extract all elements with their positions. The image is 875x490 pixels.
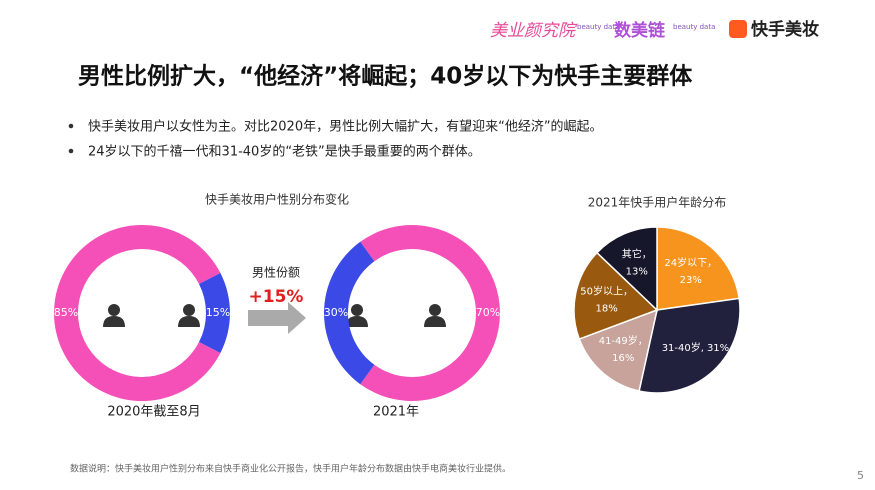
logo-icon: [729, 20, 747, 38]
bullet-dot: [68, 123, 74, 129]
chart-title: 2021年快手用户年龄分布: [588, 195, 727, 210]
value-label: 30%: [324, 306, 348, 319]
value-label: 31%: [707, 343, 729, 354]
bullet: 快手美妆用户以女性为主。对比2020年，男性比例大幅扩大，有望迎来“他经济”的崛…: [88, 119, 603, 135]
pie-slice: [595, 226, 658, 312]
category-label: 31-40岁,: [662, 341, 704, 354]
donut-segment: [360, 225, 501, 401]
change-value: +15%: [249, 287, 304, 307]
pie-slice: [638, 297, 741, 394]
logo-text: 美业颜究院: [490, 21, 578, 41]
value-label: 15%: [206, 306, 230, 319]
arrow: [248, 302, 306, 334]
category-label: 24岁以下，: [664, 256, 717, 269]
change-label: 男性份额: [252, 266, 300, 280]
category-label: 其它，: [622, 248, 652, 261]
chart-caption: 2021年: [373, 405, 419, 420]
value-label: 70%: [476, 306, 500, 319]
bullet: 24岁以下的千禧一代和31-40岁的“老铁”是快手最重要的两个群体。: [88, 144, 481, 160]
page-number: 5: [857, 469, 864, 482]
chart-title: 快手美妆用户性别分布变化: [205, 192, 349, 207]
value-label: 23%: [680, 275, 702, 286]
donut-segment: [324, 241, 375, 385]
category-label: 50岁以上，: [580, 285, 633, 298]
person-icons: [103, 304, 446, 327]
pie-slice: [578, 308, 659, 392]
logo-sub: beauty data: [577, 23, 619, 31]
category-label: 41-49岁，: [599, 334, 648, 347]
logo-text: 快手美妆: [751, 19, 819, 40]
value-label: 85%: [54, 306, 78, 319]
value-label: 13%: [626, 267, 648, 278]
slide-title: 男性比例扩大，“他经济”将崛起；40岁以下为快手主要群体: [78, 63, 693, 90]
bullet-dot: [68, 148, 74, 154]
footnote: 数据说明：快手美妆用户性别分布来自快手商业化公开报告，快手用户年龄分布数据由快手…: [70, 463, 511, 475]
logo-sub: beauty data: [673, 23, 715, 31]
chart-caption: 2020年截至8月: [107, 405, 200, 420]
donut-segment: [199, 273, 230, 353]
pie-slice: [573, 251, 659, 341]
pie-slice: [656, 226, 741, 311]
logo-text: 数美链: [614, 20, 666, 41]
value-label: 18%: [595, 304, 617, 315]
value-label: 16%: [612, 353, 634, 364]
